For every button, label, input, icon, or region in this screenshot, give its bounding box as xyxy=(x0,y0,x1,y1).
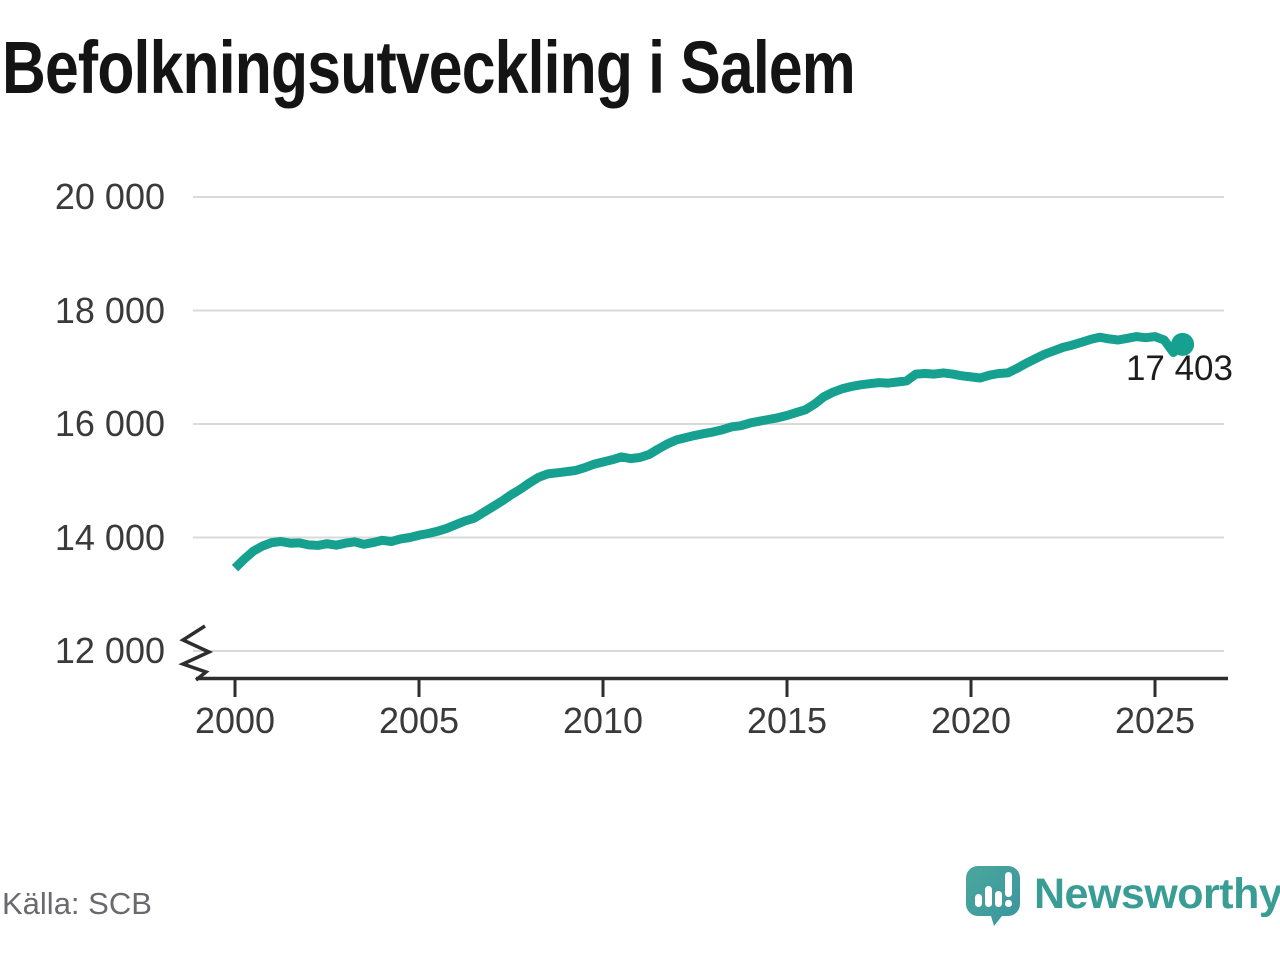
population-line xyxy=(231,332,1186,572)
end-value-label: 17 403 xyxy=(1125,349,1233,388)
x-tick-label: 2005 xyxy=(378,700,460,741)
logo-exclamation-dot xyxy=(1004,899,1013,908)
chart-title: Befolkningsutveckling i Salem xyxy=(2,26,856,109)
y-tick-label: 16 000 xyxy=(54,403,165,444)
y-tick-label: 18 000 xyxy=(54,289,165,331)
x-tick-label: 2010 xyxy=(562,700,644,741)
y-axis-break-icon xyxy=(178,624,214,682)
logo-bar-tall xyxy=(985,886,992,907)
logo-exclamation-bar xyxy=(1005,872,1012,897)
y-tick-label: 14 000 xyxy=(54,516,165,558)
brand-name: Newsworthy xyxy=(1034,870,1280,918)
logo-bar-medium xyxy=(995,891,1002,907)
x-tick-label: 2020 xyxy=(930,700,1012,741)
newsworthy-logo-icon xyxy=(966,866,1020,926)
x-tick-label: 2025 xyxy=(1114,700,1196,741)
logo-bar-small xyxy=(975,894,982,907)
brand-footer: Newsworthy xyxy=(964,862,1280,926)
source-label: Källa: SCB xyxy=(2,886,152,921)
y-tick-label: 20 000 xyxy=(54,176,165,217)
end-point-marker xyxy=(1171,332,1195,356)
x-tick-label: 2000 xyxy=(194,700,276,741)
y-tick-label: 12 000 xyxy=(54,630,165,671)
x-tick-label: 2015 xyxy=(746,700,828,741)
